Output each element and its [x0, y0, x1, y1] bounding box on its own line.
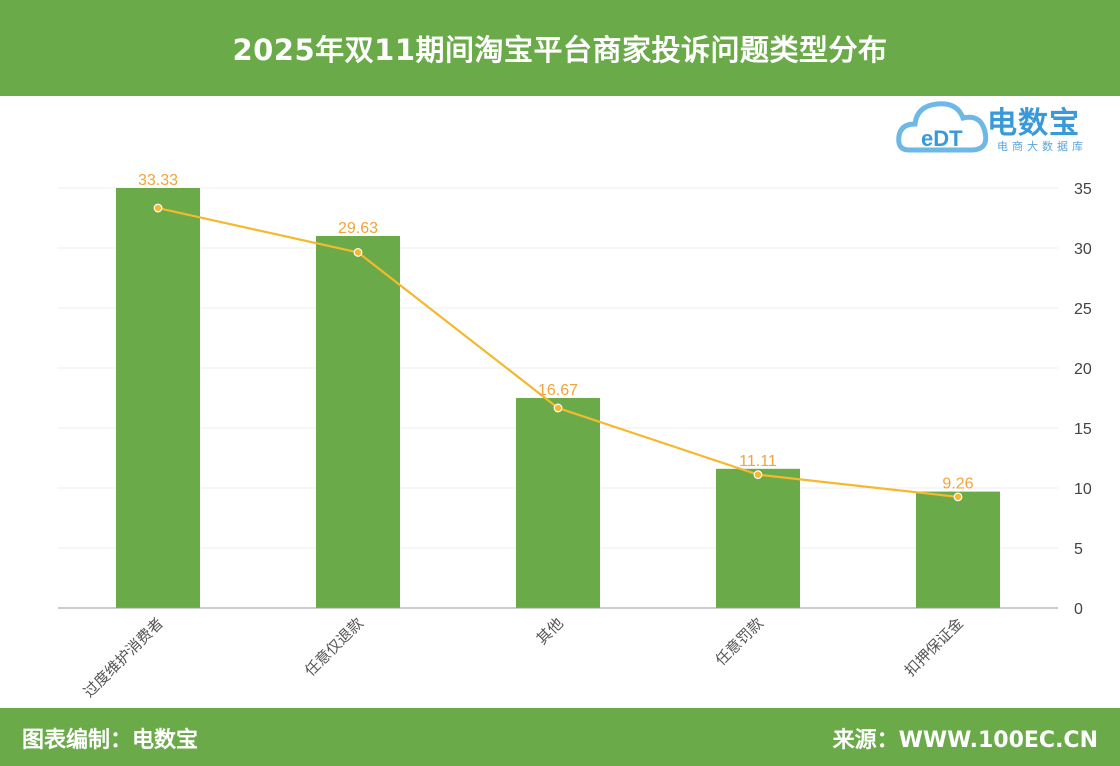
data-label: 16.67	[538, 382, 578, 399]
logo-tagline: 电商大数据库	[997, 140, 1087, 153]
y-tick-label: 20	[1074, 361, 1092, 378]
line-point	[153, 203, 163, 213]
x-tick-label: 任意罚款	[712, 614, 767, 669]
data-label: 9.26	[942, 476, 973, 493]
line-series	[153, 203, 963, 502]
data-label: 29.63	[338, 220, 378, 237]
bar	[716, 468, 800, 608]
bar	[116, 188, 200, 608]
y-tick-label: 10	[1074, 481, 1092, 498]
line-point	[753, 470, 763, 480]
line-point	[353, 248, 363, 257]
x-tick-label: 其他	[533, 614, 567, 648]
y-tick-label: 0	[1074, 601, 1083, 618]
y-tick-label: 5	[1074, 541, 1083, 558]
y-tick-label: 15	[1074, 421, 1092, 438]
y-tick-label: 25	[1074, 301, 1092, 318]
bar-series	[116, 188, 1000, 608]
x-tick-label: 过度维护消费者	[80, 614, 167, 701]
footer-source: 来源：WWW.100EC.CN	[832, 728, 1098, 753]
bar	[516, 398, 600, 608]
chart-footer: 图表编制：电数宝 来源：WWW.100EC.CN	[0, 708, 1120, 766]
chart-title: 2025年双11期间淘宝平台商家投诉问题类型分布	[232, 33, 888, 67]
footer-credit: 图表编制：电数宝	[22, 728, 199, 753]
data-label: 33.33	[138, 172, 178, 189]
bar	[916, 491, 1000, 608]
x-tick-label: 扣押保证金	[901, 614, 967, 680]
data-label: 11.11	[739, 453, 777, 470]
bar	[316, 236, 400, 608]
chart-header: 2025年双11期间淘宝平台商家投诉问题类型分布	[0, 0, 1120, 96]
brand-logo: eDT 电数宝 电商大数据库	[895, 92, 1115, 162]
logo-brand-name: 电数宝	[987, 106, 1080, 141]
line-point	[953, 492, 963, 502]
logo-mark-text: eDT	[921, 126, 963, 151]
y-tick-label: 30	[1074, 241, 1092, 258]
line-point	[553, 403, 563, 413]
cloud-icon: eDT	[896, 101, 989, 153]
data-labels: 33.33 29.63 16.67 11.11 9.26	[138, 172, 974, 493]
y-tick-label: 35	[1074, 181, 1092, 198]
x-tick-label: 任意仅退款	[301, 614, 367, 680]
